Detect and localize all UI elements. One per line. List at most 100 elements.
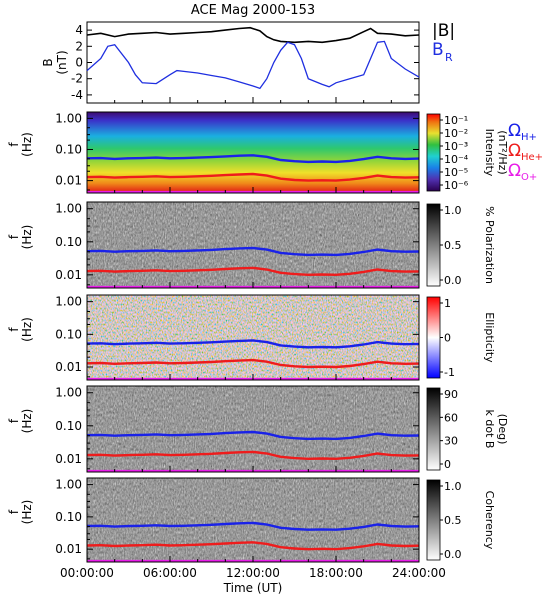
k-dot-b-panel: 1.00 0.10 0.01 f (Hz) 90 60 30 0 k dot B (Deg): [7, 385, 509, 473]
b-total-line: [86, 26, 420, 44]
b-legend-radial: B: [432, 40, 444, 60]
b-field-panel: 420-2-4B (nT)|B|B R: [41, 21, 455, 104]
intensity-colorbar-tick-label: 10⁻²: [444, 127, 468, 140]
coherency-colorbar-tick-label: 1.0: [444, 480, 462, 493]
ellipticity-he-plus-gyrofrequency-line: [86, 358, 420, 369]
polarization-y-tick-label: 0.10: [55, 235, 82, 249]
polarization-colorbar-tick-label: 1.0: [444, 204, 462, 217]
coherency-y-tick-label: 1.00: [55, 478, 82, 492]
ellipticity-y-tick-label: 0.10: [55, 327, 82, 341]
x-tick-label-2: 12:00:00: [226, 566, 280, 580]
intensity-h-plus-gyrofrequency-line: [86, 154, 420, 164]
k-dot-b-colorbar-tick-label: 90: [444, 388, 458, 401]
gyro-legend-sub-0: H+: [521, 132, 537, 143]
b-y-tick-label: 2: [75, 39, 83, 53]
k-dot-b-colorbar-tick-label: 0: [444, 458, 451, 471]
k-dot-b-y-tick-label: 1.00: [55, 386, 82, 400]
intensity-y-axis-label: f: [7, 142, 21, 147]
k-dot-b-y-tick-label: 0.10: [55, 419, 82, 433]
k-dot-b-he-plus-gyrofrequency-line: [86, 450, 420, 461]
k-dot-b-colorbar-label-0: k dot B: [483, 410, 496, 449]
coherency-colorbar-tick-label: 0.5: [444, 514, 462, 527]
intensity-colorbar-tick-label: 10⁻³: [444, 140, 468, 153]
polarization-colorbar-tick-label: 0.5: [444, 239, 462, 252]
gyro-legend-symbol-0: Ω: [508, 121, 521, 141]
gyro-legend-sub-1: He+: [521, 152, 543, 163]
gyro-legend-symbol-1: Ω: [508, 141, 521, 161]
panels: 420-2-4B (nT)|B|B R1.000.100.01f (Hz)10⁻¹10…: [7, 21, 543, 563]
x-tick-label-1: 06:00:00: [143, 566, 197, 580]
k-dot-b-colorbar-tick-label: 30: [444, 435, 458, 448]
b-y-tick-label: 0: [75, 56, 83, 70]
x-tick-label-3: 18:00:00: [309, 566, 363, 580]
b-y-tick-label: -4: [71, 88, 83, 102]
k-dot-b-h-plus-gyrofrequency-line: [86, 430, 420, 441]
polarization-colorbar-tick-label: 0.0: [444, 274, 462, 287]
b-y-tick-label: 4: [75, 23, 83, 37]
intensity-colorbar-tick-label: 10⁻¹: [444, 114, 468, 127]
k-dot-b-spectrogram-texture: [87, 386, 419, 472]
polarization-spectrogram-texture: [87, 202, 419, 288]
ellipticity-colorbar: [426, 296, 441, 379]
polarization-he-plus-gyrofrequency-line: [86, 266, 420, 277]
coherency-y-tick-label: 0.10: [55, 510, 82, 524]
intensity-spectrogram: [87, 112, 419, 193]
b-radial-line: [86, 40, 420, 90]
k-dot-b-y-axis-label: f: [7, 418, 21, 423]
polarization-y-axis-unit: (Hz): [20, 225, 34, 250]
ellipticity-spectrogram-texture: [87, 295, 419, 380]
polarization-colorbar: [426, 203, 441, 287]
coherency-colorbar: [426, 479, 441, 561]
intensity-colorbar-tick-label: 10⁻⁶: [444, 179, 469, 192]
coherency-colorbar-tick-label: 0.0: [444, 548, 462, 561]
polarization-y-tick-label: 0.01: [55, 268, 82, 282]
polarization-panel: 1.00 0.10 0.01 f (Hz) 1.0 0.5 0.0 % Polarization: [7, 201, 496, 289]
ellipticity-y-tick-label: 1.00: [55, 295, 82, 309]
b-y-axis-unit: (nT): [55, 50, 69, 74]
coherency-y-tick-label: 0.01: [55, 542, 82, 556]
polarization-y-axis-label: f: [7, 234, 21, 239]
gyro-legend-symbol-2: Ω: [508, 161, 521, 181]
b-legend-radial-sub: R: [445, 51, 453, 64]
x-tick-label-4: 24:00:00: [392, 566, 446, 580]
intensity-colorbar-tick-label: 10⁻⁴: [444, 153, 469, 166]
coherency-h-plus-gyrofrequency-line: [86, 521, 420, 531]
polarization-y-tick-label: 1.00: [55, 202, 82, 216]
k-dot-b-colorbar-label-1: (Deg): [496, 414, 509, 445]
x-tick-label-0: 00:00:00: [60, 566, 114, 580]
coherency-y-axis-unit: (Hz): [20, 500, 34, 525]
coherency-y-axis-label: f: [7, 509, 21, 514]
coherency-he-plus-gyrofrequency-line: [86, 541, 420, 551]
intensity-colorbar-label-0: Intensity: [483, 129, 496, 177]
intensity-y-axis-unit: (Hz): [20, 132, 34, 157]
b-y-tick-label: -2: [71, 72, 83, 86]
b-legend-total: |B|: [432, 21, 455, 41]
coherency-panel: 1.00 0.10 0.01 f (Hz) 1.0 0.5 0.0 Coherency: [7, 477, 496, 563]
intensity-panel: 1.00 0.10 0.01 f (Hz) 10⁻¹10⁻²10⁻³10⁻⁴10⁻⁵10⁻…: [7, 111, 543, 194]
intensity-y-tick-label: 0.10: [55, 142, 82, 156]
intensity-colorbar-tick-label: 10⁻⁵: [444, 166, 468, 179]
polarization-h-plus-gyrofrequency-line: [86, 246, 420, 257]
k-dot-b-colorbar-tick-label: 60: [444, 411, 458, 424]
k-dot-b-y-tick-label: 0.01: [55, 452, 82, 466]
ellipticity-y-axis-unit: (Hz): [20, 317, 34, 342]
ellipticity-h-plus-gyrofrequency-line: [86, 339, 420, 349]
b-y-axis-label: B: [41, 58, 55, 66]
intensity-colorbar-label-1: (nT²/Hz): [496, 130, 509, 174]
coherency-colorbar-label-0: Coherency: [483, 491, 496, 550]
x-axis-title: Time (UT): [223, 581, 283, 595]
ellipticity-colorbar-tick-label: -1: [444, 366, 455, 379]
intensity-y-tick-label: 1.00: [55, 111, 82, 125]
figure-title: ACE Mag 2000-153: [191, 3, 315, 18]
ellipticity-panel: 1.00 0.10 0.01 f (Hz) 1 0 -1 Ellipticity: [7, 294, 496, 381]
ellipticity-colorbar-tick-label: 0: [444, 332, 451, 345]
polarization-colorbar-label-0: % Polarization: [483, 206, 496, 284]
gyro-legend-sub-2: O+: [521, 172, 537, 183]
intensity-y-tick-label: 0.01: [55, 174, 82, 188]
coherency-spectrogram-texture: [87, 478, 419, 562]
intensity-colorbar: [426, 113, 441, 192]
time-axis: 00:00:00 06:00:00 12:00:00 18:00:00 24:0…: [60, 566, 446, 595]
b-panel-frame: [86, 21, 420, 104]
intensity-he-plus-gyrofrequency-line: [86, 172, 420, 182]
